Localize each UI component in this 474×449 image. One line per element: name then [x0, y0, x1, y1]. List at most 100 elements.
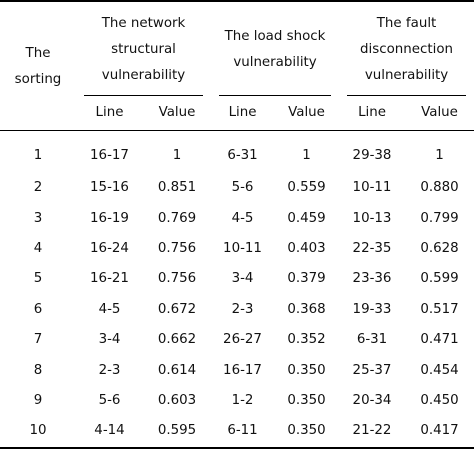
fault-value-header: Value: [405, 96, 474, 131]
load-line-cell: 1-2: [231, 392, 254, 408]
load-line-cell: 3-4: [231, 271, 254, 287]
fault-line-cell: 10-13: [352, 210, 392, 226]
network-header-line-2: structural: [111, 42, 176, 57]
fault-line-header: Line: [339, 96, 406, 131]
load-value-cell: 0.559: [287, 180, 326, 196]
load-header-line-1: The load shock: [224, 29, 326, 44]
load-line-header: Line: [211, 96, 275, 131]
network-line-cell: 15-16: [90, 180, 129, 196]
network-header-line-1: The network: [101, 16, 186, 31]
fault-value-cell: 0.799: [420, 210, 459, 226]
fault-value-cell: 0.517: [420, 301, 459, 317]
table-row: 1 16-17 1 6-31 1 29-38 1: [0, 131, 474, 174]
rank-cell: 4: [33, 240, 43, 256]
load-line-cell: 2-3: [231, 301, 254, 317]
fault-line-cell: 19-33: [352, 301, 392, 317]
network-line-cell: 16-19: [90, 210, 129, 226]
table-row: 3 16-19 0.769 4-5 0.459 10-13 0.799: [0, 203, 474, 233]
load-value-cell: 0.459: [287, 210, 326, 226]
network-line-header: Line: [76, 96, 143, 131]
load-header-line-2: vulnerability: [233, 55, 317, 70]
load-value-cell: 1: [302, 147, 311, 163]
rank-cell: 7: [33, 332, 43, 348]
network-line-cell: 16-17: [90, 147, 129, 163]
table-row: 2 15-16 0.851 5-6 0.559 10-11 0.880: [0, 173, 474, 203]
network-line-cell: 5-6: [98, 392, 121, 408]
load-value-header: Value: [274, 96, 340, 131]
sorting-header: The sorting: [0, 0, 76, 131]
table-row: 6 4-5 0.672 2-3 0.368 19-33 0.517: [0, 295, 474, 325]
network-structural-header: The network structural vulnerability: [76, 0, 212, 96]
load-line-cell: 4-5: [231, 210, 254, 226]
rank-cell: 5: [33, 271, 43, 287]
rank-cell: 6: [33, 301, 43, 317]
fault-value-cell: 0.628: [420, 240, 459, 256]
network-value-cell: 0.769: [157, 210, 197, 226]
table-row: 7 3-4 0.662 26-27 0.352 6-31 0.471: [0, 325, 474, 355]
table-body: 1 16-17 1 6-31 1 29-38 1 2 15-16 0.851 5…: [0, 131, 474, 449]
header-group-row: The sorting The network structural vulne…: [0, 0, 474, 131]
network-value-cell: 0.672: [157, 301, 197, 317]
network-value-cell: 0.662: [157, 332, 197, 348]
load-value-cell: 0.350: [274, 416, 340, 449]
network-value-cell: 0.614: [157, 362, 197, 378]
load-line-cell: 6-31: [227, 147, 258, 163]
sorting-header-line-1: The: [25, 46, 51, 61]
fault-header-line-2: disconnection: [360, 42, 454, 57]
network-value-cell: 0.603: [157, 392, 197, 408]
rank-cell: 2: [33, 180, 43, 196]
table-row: 8 2-3 0.614 16-17 0.350 25-37 0.454: [0, 355, 474, 385]
load-line-cell: 6-11: [211, 416, 275, 449]
header-sub-row: Line Value Line Value Line Value: [0, 96, 474, 131]
fault-value-cell: 0.454: [420, 362, 459, 378]
table-header: The sorting The network structural vulne…: [0, 0, 474, 131]
rank-cell: 1: [33, 147, 43, 163]
fault-disconnection-header: The fault disconnection vulnerability: [339, 0, 474, 96]
load-value-cell: 0.368: [287, 301, 326, 317]
rank-cell: 10: [0, 416, 76, 449]
table-row: 5 16-21 0.756 3-4 0.379 23-36 0.599: [0, 264, 474, 294]
network-value-cell: 0.756: [157, 240, 197, 256]
network-line-cell: 4-14: [76, 416, 143, 449]
fault-line-cell: 25-37: [352, 362, 392, 378]
network-value-header: Value: [143, 96, 212, 131]
load-line-cell: 5-6: [231, 180, 254, 196]
fault-line-cell: 20-34: [352, 392, 392, 408]
load-header-rule: [219, 95, 332, 96]
load-value-cell: 0.350: [287, 362, 326, 378]
fault-value-cell: 0.599: [420, 271, 459, 287]
fault-value-cell: 0.471: [420, 332, 459, 348]
network-value-cell: 0.595: [143, 416, 212, 449]
fault-value-cell: 0.450: [420, 392, 459, 408]
rank-cell: 3: [33, 210, 43, 226]
fault-line-cell: 6-31: [356, 332, 388, 348]
fault-header-rule: [347, 95, 467, 96]
fault-line-cell: 22-35: [352, 240, 392, 256]
table-row: 4 16-24 0.756 10-11 0.403 22-35 0.628: [0, 234, 474, 264]
network-header-line-3: vulnerability: [101, 68, 186, 83]
fault-header-line-1: The fault: [376, 16, 437, 31]
fault-header-line-3: vulnerability: [364, 68, 449, 83]
fault-value-cell: 1: [435, 147, 444, 163]
fault-line-cell: 10-11: [352, 180, 392, 196]
network-line-cell: 16-24: [90, 240, 129, 256]
fault-value-cell: 0.417: [405, 416, 474, 449]
network-value-cell: 0.756: [157, 271, 197, 287]
load-value-cell: 0.379: [287, 271, 326, 287]
sorting-header-line-2: sorting: [14, 72, 62, 87]
network-header-rule: [84, 95, 204, 96]
network-line-cell: 16-21: [90, 271, 129, 287]
table-row: 10 4-14 0.595 6-11 0.350 21-22 0.417: [0, 416, 474, 449]
network-line-cell: 2-3: [98, 362, 121, 378]
load-value-cell: 0.403: [287, 240, 326, 256]
fault-line-cell: 21-22: [339, 416, 406, 449]
network-line-cell: 4-5: [98, 301, 121, 317]
load-shock-header: The load shock vulnerability: [211, 0, 340, 96]
rank-cell: 9: [33, 392, 43, 408]
load-value-cell: 0.352: [287, 332, 326, 348]
network-line-cell: 3-4: [98, 332, 121, 348]
load-line-cell: 16-17: [223, 362, 262, 378]
load-line-cell: 10-11: [223, 240, 262, 256]
